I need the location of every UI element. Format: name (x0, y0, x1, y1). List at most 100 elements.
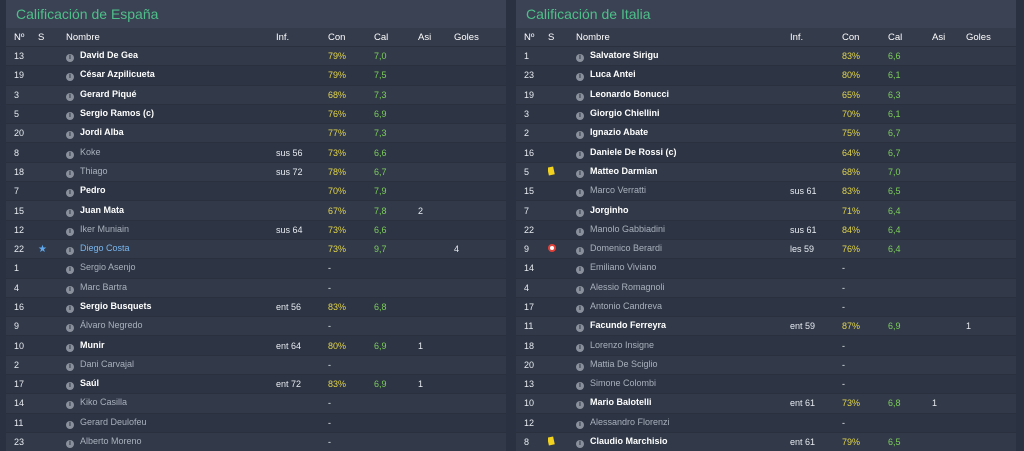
player-name[interactable]: Alberto Moreno (80, 436, 142, 446)
player-name-cell[interactable]: i Munir (66, 336, 276, 355)
info-icon[interactable]: i (576, 305, 584, 313)
player-name[interactable]: Sergio Busquets (80, 301, 152, 311)
info-icon[interactable]: i (66, 228, 74, 236)
col-header-con[interactable]: Con (842, 28, 888, 47)
info-icon[interactable]: i (66, 266, 74, 274)
info-icon[interactable]: i (66, 344, 74, 352)
info-icon[interactable]: i (66, 363, 74, 371)
player-name[interactable]: Munir (80, 340, 105, 350)
col-header-status[interactable]: S (548, 28, 576, 47)
player-name[interactable]: Dani Carvajal (80, 359, 134, 369)
player-name[interactable]: Antonio Candreva (590, 301, 662, 311)
player-name[interactable]: Marc Bartra (80, 282, 127, 292)
col-header-con[interactable]: Con (328, 28, 374, 47)
info-icon[interactable]: i (576, 401, 584, 409)
info-icon[interactable]: i (576, 286, 584, 294)
info-icon[interactable]: i (576, 247, 584, 255)
player-name-cell[interactable]: i Thiago (66, 162, 276, 181)
player-name[interactable]: Mattia De Sciglio (590, 359, 658, 369)
info-icon[interactable]: i (66, 151, 74, 159)
player-name[interactable]: Thiago (80, 166, 108, 176)
player-name-cell[interactable]: i Manolo Gabbiadini (576, 220, 790, 239)
player-name[interactable]: Manolo Gabbiadini (590, 224, 665, 234)
player-name[interactable]: Juan Mata (80, 205, 124, 215)
player-name[interactable]: Salvatore Sirigu (590, 50, 659, 60)
player-name-cell[interactable]: i Mario Balotelli (576, 394, 790, 413)
player-name[interactable]: Mario Balotelli (590, 397, 652, 407)
player-name[interactable]: Lorenzo Insigne (590, 340, 654, 350)
info-icon[interactable]: i (576, 93, 584, 101)
info-icon[interactable]: i (66, 170, 74, 178)
player-name[interactable]: César Azpilicueta (80, 69, 155, 79)
player-name[interactable]: Iker Muniain (80, 224, 129, 234)
col-header-number[interactable]: Nº (516, 28, 548, 47)
info-icon[interactable]: i (576, 421, 584, 429)
info-icon[interactable]: i (576, 131, 584, 139)
info-icon[interactable]: i (66, 93, 74, 101)
player-name[interactable]: Alessandro Florenzi (590, 417, 670, 427)
player-name[interactable]: Saúl (80, 378, 99, 388)
info-icon[interactable]: i (576, 344, 584, 352)
player-name[interactable]: Diego Costa (80, 243, 130, 253)
col-header-name[interactable]: Nombre (66, 28, 276, 47)
info-icon[interactable]: i (576, 228, 584, 236)
player-name[interactable]: Claudio Marchisio (590, 436, 668, 446)
player-name[interactable]: Pedro (80, 185, 106, 195)
col-header-name[interactable]: Nombre (576, 28, 790, 47)
player-name[interactable]: Sergio Asenjo (80, 262, 136, 272)
info-icon[interactable]: i (576, 151, 584, 159)
col-header-cal[interactable]: Cal (374, 28, 418, 47)
col-header-asi[interactable]: Asi (418, 28, 454, 47)
player-name-cell[interactable]: i Lorenzo Insigne (576, 336, 790, 355)
col-header-asi[interactable]: Asi (932, 28, 966, 47)
col-header-cal[interactable]: Cal (888, 28, 932, 47)
player-name[interactable]: Alessio Romagnoli (590, 282, 665, 292)
player-name[interactable]: Sergio Ramos (c) (80, 108, 154, 118)
info-icon[interactable]: i (66, 112, 74, 120)
